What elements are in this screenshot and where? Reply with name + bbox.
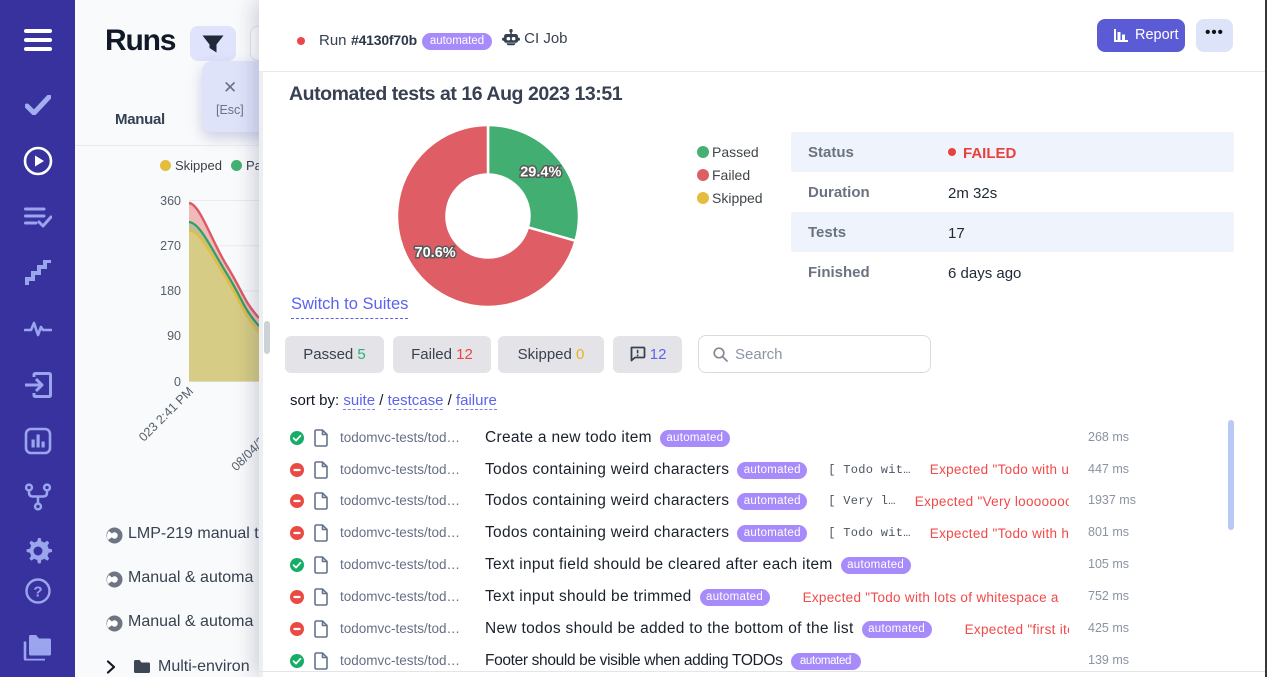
svg-text:360: 360 [160, 194, 181, 208]
svg-text:270: 270 [160, 239, 181, 253]
svg-text:023 2:41 PM: 023 2:41 PM [136, 384, 196, 444]
svg-text:90: 90 [167, 329, 181, 343]
svg-text:0: 0 [174, 375, 181, 389]
svg-text:70.6%: 70.6% [415, 245, 456, 261]
svg-text:29.4%: 29.4% [520, 165, 561, 181]
svg-text:180: 180 [160, 284, 181, 298]
svg-text:?: ? [33, 584, 42, 601]
